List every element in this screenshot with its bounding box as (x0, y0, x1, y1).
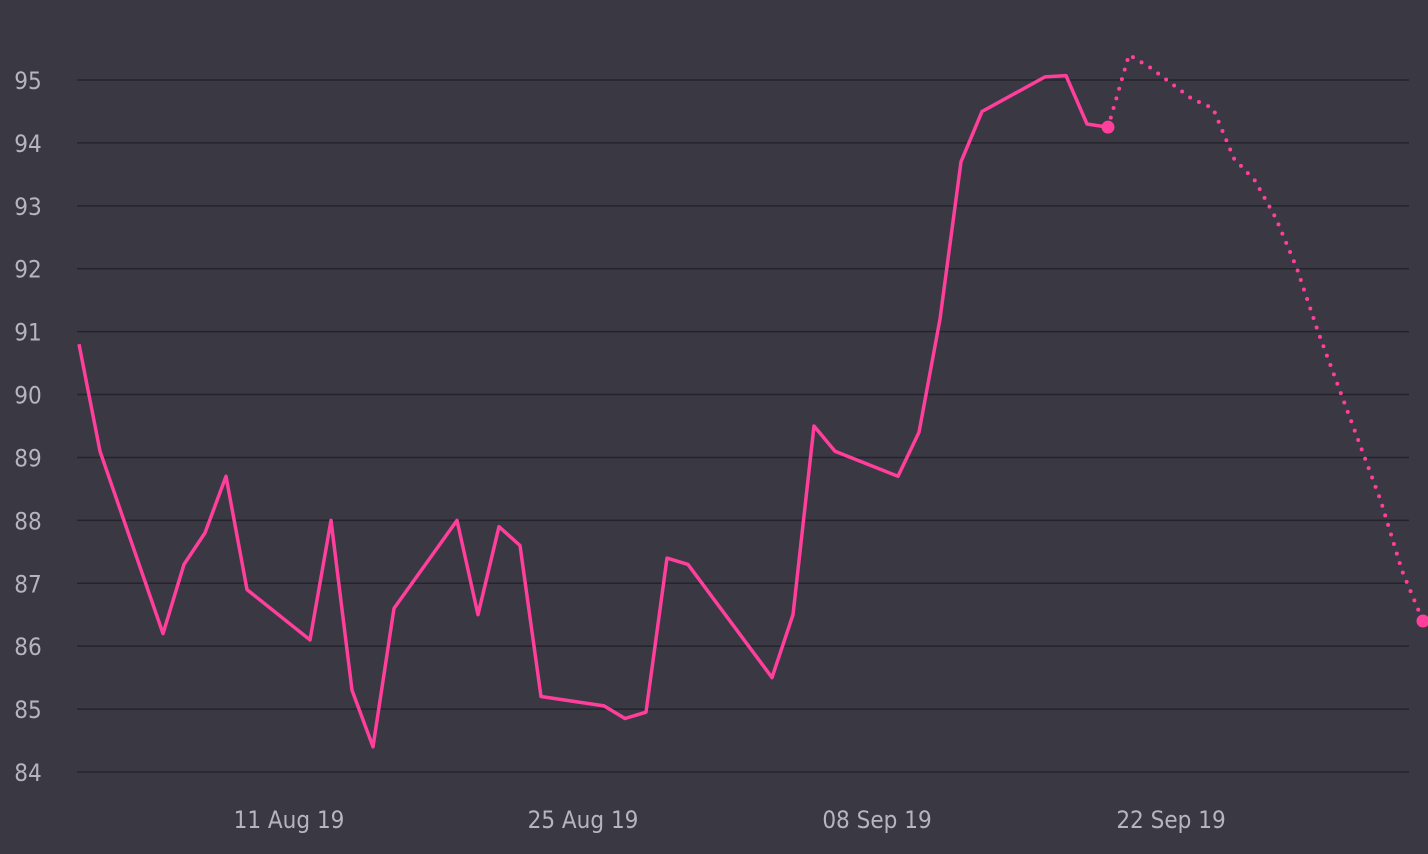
y-tick-label-94: 94 (14, 130, 41, 158)
y-tick-label-86: 86 (14, 633, 41, 661)
x-tick-label-3: 22 Sep 19 (1116, 806, 1225, 834)
series-end-marker-0 (1102, 121, 1115, 134)
y-tick-label-93: 93 (14, 193, 41, 221)
y-tick-label-90: 90 (14, 382, 41, 410)
x-tick-label-2: 08 Sep 19 (822, 806, 931, 834)
y-tick-label-89: 89 (14, 444, 41, 472)
y-tick-label-88: 88 (14, 507, 41, 535)
y-tick-label-92: 92 (14, 256, 41, 284)
x-tick-label-1: 25 Aug 19 (528, 806, 639, 834)
y-tick-label-91: 91 (14, 319, 41, 347)
y-tick-label-84: 84 (14, 759, 41, 787)
y-tick-label-85: 85 (14, 696, 41, 724)
y-tick-label-95: 95 (14, 67, 41, 95)
x-tick-label-0: 11 Aug 19 (234, 806, 345, 834)
y-tick-label-87: 87 (14, 570, 41, 598)
